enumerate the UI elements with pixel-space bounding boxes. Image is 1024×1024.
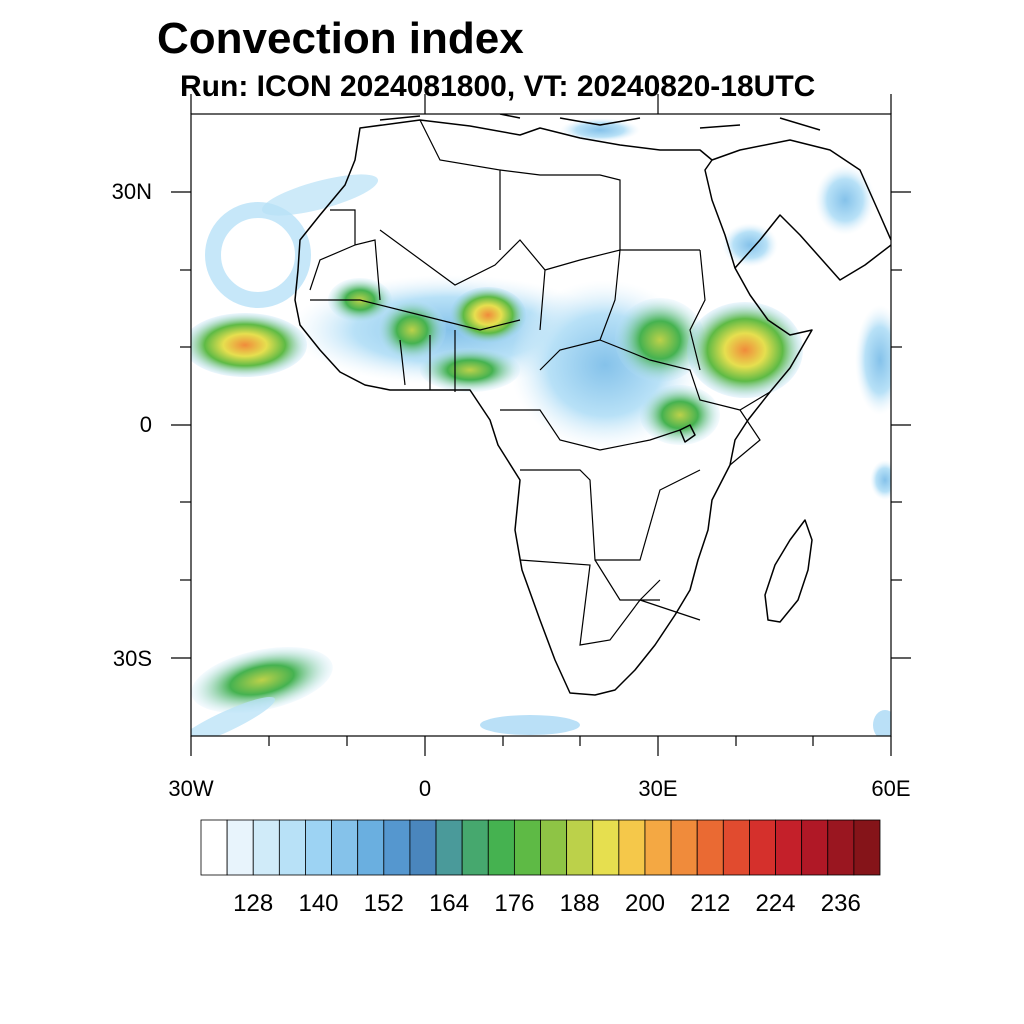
axis-ticks (171, 94, 911, 756)
cell-south-atlantic-tail (191, 697, 276, 736)
colorbar-tick-label: 200 (624, 890, 666, 917)
colorbar-box (566, 819, 594, 876)
border-line (419, 119, 501, 250)
border-line (519, 559, 661, 646)
cell-south-atlantic (191, 647, 333, 713)
colorbar-tick-label: 164 (429, 890, 470, 917)
colorbar-box (513, 819, 541, 876)
colorbar-box (331, 819, 359, 876)
cell-canary-swirl (205, 202, 311, 308)
colorbar-box (827, 819, 855, 876)
colorbar-box (644, 819, 672, 876)
lon-label-30w: 30W (168, 776, 214, 801)
border-line (520, 469, 701, 561)
cell-arabia-1 (722, 223, 778, 267)
colorbar-box (278, 819, 306, 876)
lon-label-60e: 60E (871, 776, 911, 801)
border-line (379, 229, 546, 331)
colorbar (200, 819, 881, 876)
cell-indian-ocean-2 (870, 460, 891, 500)
border-line (499, 169, 700, 251)
colorbar-box (670, 819, 698, 876)
border-line (399, 330, 456, 392)
convection-field (191, 118, 891, 736)
chart-title: Convection index (157, 14, 524, 63)
colorbar-box (409, 819, 437, 876)
cell-indian-ocean-1 (855, 305, 891, 415)
cell-west-africa-2 (378, 300, 446, 360)
colorbar-box (592, 819, 620, 876)
colorbar-box (226, 819, 254, 876)
cell-guinea-coast (420, 348, 520, 392)
cell-mediterranean (560, 118, 640, 142)
colorbar-tick-label: 176 (494, 890, 535, 917)
colorbar-box (461, 819, 489, 876)
border-line (310, 299, 521, 331)
colorbar-box (487, 819, 515, 876)
colorbar-box (252, 819, 280, 876)
colorbar-tick-label: 224 (755, 890, 796, 917)
border-line (729, 391, 771, 466)
cell-nigeria (450, 287, 526, 343)
colorbar-box (618, 819, 646, 876)
colorbar-box (749, 819, 776, 876)
cell-atlantic-west (191, 313, 307, 377)
border-line (599, 339, 741, 411)
lon-label-30e: 30E (638, 776, 678, 801)
africa-coastline (294, 119, 813, 696)
colorbar-tick-label: 140 (298, 890, 339, 917)
colorbar-box (200, 819, 228, 876)
lake-victoria (679, 424, 696, 443)
cell-arabia-2 (815, 165, 875, 235)
colorbar-box (853, 819, 881, 876)
chart-subtitle: Run: ICON 2024081800, VT: 20240820-18UTC (180, 70, 816, 103)
lat-label-0: 0 (139, 412, 152, 437)
colorbar-tick-label: 188 (559, 890, 600, 917)
arabia-coastline (711, 139, 891, 281)
colorbar-box (722, 819, 750, 876)
colorbar-tick-label: 212 (690, 890, 731, 917)
lat-label-30n: 30N (111, 179, 152, 204)
cell-south-bottom (480, 715, 580, 735)
colorbar-box (775, 819, 803, 876)
border-line (309, 209, 381, 301)
colorbar-box (540, 819, 568, 876)
cell-ethiopia (687, 302, 803, 398)
colorbar-tick-label: 128 (233, 890, 274, 917)
border-line (539, 249, 621, 371)
colorbar-box (305, 819, 332, 876)
madagascar-coastline (764, 519, 813, 623)
europe-coastline (379, 114, 821, 131)
lat-label-30s: 30S (112, 646, 152, 671)
colorbar-tick-label: 236 (820, 890, 861, 917)
border-line (689, 249, 706, 371)
border-line (500, 409, 681, 451)
colorbar-box (801, 819, 829, 876)
country-borders (309, 119, 771, 646)
colorbar-box (696, 819, 724, 876)
cell-sudan (615, 298, 705, 382)
colorbar-box (383, 819, 411, 876)
border-line (594, 559, 701, 621)
cell-se-corner (873, 710, 891, 736)
cell-canary-band (261, 174, 379, 216)
colorbar-box (435, 819, 463, 876)
colorbar-tick-label: 152 (363, 890, 404, 917)
cell-great-lakes (640, 385, 720, 445)
lon-label-0: 0 (418, 776, 432, 801)
colorbar-box (357, 819, 385, 876)
